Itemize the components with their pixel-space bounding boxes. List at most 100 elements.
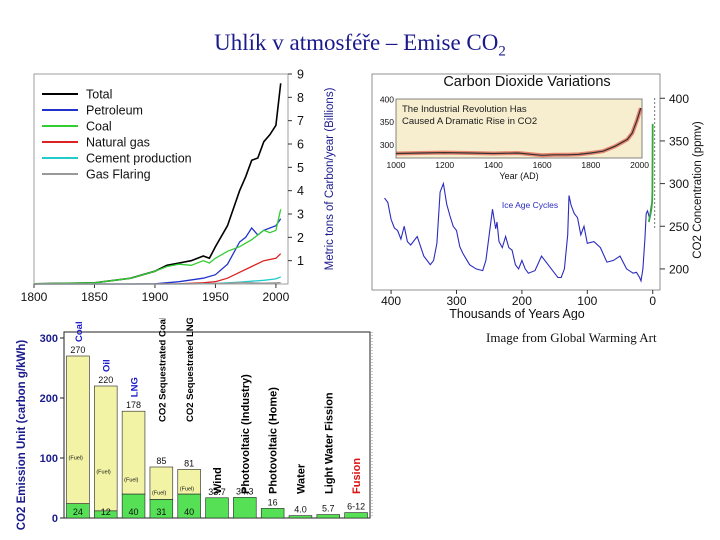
co2-inset-title-line: Caused A Dramatic Rise in CO2 bbox=[402, 116, 537, 127]
bar-category-label: Oil bbox=[102, 359, 113, 372]
slide-title: Uhlík v atmosféře – Emise CO2 bbox=[0, 30, 720, 61]
co2-x-tick-label: 200 bbox=[512, 294, 532, 308]
emissions-y-tick-label: 5 bbox=[297, 161, 304, 175]
emissions-x-tick-label: 1800 bbox=[21, 290, 48, 304]
bars-y-tick-label: 100 bbox=[40, 453, 58, 465]
bar-total-label: 33.7 bbox=[208, 487, 226, 497]
bars-y-tick-label: 200 bbox=[40, 393, 58, 405]
emissions-x-tick-label: 2000 bbox=[263, 290, 290, 304]
co2-inset-y-tick-label: 300 bbox=[380, 140, 394, 150]
bar-segment-label: 40 bbox=[129, 507, 139, 517]
co2-inset-x-tick-label: 1600 bbox=[533, 160, 552, 170]
bar-construction-segment bbox=[344, 512, 368, 519]
emissions-y-tick-label: 1 bbox=[297, 254, 304, 268]
emissions-y-tick-label: 2 bbox=[297, 231, 304, 245]
bars-y-tick-label: 300 bbox=[40, 333, 58, 345]
bar-fuel-segment bbox=[177, 469, 201, 495]
emissions-x-tick-label: 1900 bbox=[142, 290, 169, 304]
co2-inset-x-tick-label: 1800 bbox=[581, 160, 600, 170]
co2-inset-title: The Industrial Revolution Has Caused A Dr… bbox=[402, 104, 537, 127]
co2-inset-x-tick-label: 1000 bbox=[387, 160, 406, 170]
bar-category-label: LNG bbox=[130, 377, 141, 397]
bar-segment-label: 24 bbox=[73, 507, 83, 517]
bar-category-label: Coal bbox=[74, 321, 85, 342]
co2-inset-x-tick-label: 1400 bbox=[484, 160, 503, 170]
bar-total-label: 178 bbox=[126, 400, 141, 410]
co2-variations-chart: Carbon Dioxide Variations Ice Age Cycles… bbox=[371, 73, 704, 320]
image-credit: Image from Global Warming Art bbox=[486, 330, 657, 345]
co2-series-line bbox=[384, 181, 654, 283]
bar-total-label: 4.0 bbox=[294, 505, 307, 515]
co2-y-tick-label: 200 bbox=[669, 262, 689, 276]
emissions-legend-label: Coal bbox=[86, 120, 112, 134]
co2-x-tick-label: 400 bbox=[381, 294, 401, 308]
bar-category-label: CO2 Sequestrated Coal bbox=[157, 318, 168, 422]
emissions-x-tick-label: 1850 bbox=[81, 290, 108, 304]
co2-chart-title: Carbon Dioxide Variations bbox=[443, 74, 610, 90]
slide-title-subscript: 2 bbox=[498, 43, 506, 60]
bar-construction-segment bbox=[233, 497, 257, 519]
co2-inset-title-line: The Industrial Revolution Has bbox=[402, 104, 527, 115]
emissions-x-tick-label: 1950 bbox=[202, 290, 229, 304]
slide-title-text: Uhlík v atmosféře – Emise CO bbox=[214, 30, 499, 55]
co2-inset-x-tick-label: 1200 bbox=[435, 160, 454, 170]
emissions-y-tick-label: 7 bbox=[297, 114, 304, 128]
co2-inset-x-axis-label: Year (AD) bbox=[499, 171, 538, 181]
co2-inset-x-tick-label: 2000 bbox=[630, 160, 649, 170]
bar-fuel-label: (Fuel) bbox=[69, 455, 84, 461]
bar-fuel-segment bbox=[94, 385, 118, 512]
bar-total-label: 85 bbox=[156, 456, 166, 466]
bar-total-label: 81 bbox=[184, 458, 194, 468]
bar-fuel-segment bbox=[149, 466, 174, 500]
emissions-series-line bbox=[34, 218, 282, 285]
bar-segment-label: 40 bbox=[184, 507, 194, 517]
bar-fuel-label: (Fuel) bbox=[180, 486, 195, 492]
bar-fuel-label: (Fuel) bbox=[124, 478, 139, 484]
bar-total-label: 270 bbox=[70, 345, 85, 355]
bar-fuel-label: (Fuel) bbox=[96, 469, 111, 475]
emission-unit-bar-chart: 0 100 200 300 CO2 Emission Unit (carbon g/kW… bbox=[16, 318, 373, 530]
emissions-legend-label: Petroleum bbox=[86, 104, 143, 118]
emissions-y-tick-label: 4 bbox=[297, 184, 304, 198]
bar-segment-label: 31 bbox=[156, 507, 166, 517]
co2-x-tick-label: 300 bbox=[446, 294, 466, 308]
bar-fuel-label: (Fuel) bbox=[152, 491, 167, 497]
emissions-legend-label: Total bbox=[86, 88, 112, 102]
bar-category-label: Light Water Fission bbox=[323, 392, 335, 494]
emissions-series-line bbox=[34, 281, 281, 285]
co2-y-tick-label: 350 bbox=[669, 134, 689, 148]
emissions-y-tick-label: 3 bbox=[297, 208, 304, 222]
bar-category-label: Water bbox=[295, 463, 307, 494]
bar-segment-label: 12 bbox=[101, 507, 111, 517]
bar-fuel-segment bbox=[66, 355, 90, 504]
emissions-plot-area bbox=[33, 73, 289, 285]
co2-series-line bbox=[647, 123, 654, 223]
co2-inset-plot-area bbox=[395, 98, 643, 159]
bar-total-label: 5.7 bbox=[322, 504, 335, 514]
emissions-series-line bbox=[33, 209, 282, 285]
bar-construction-segment bbox=[205, 497, 229, 519]
co2-x-axis-label: Thousands of Years Ago bbox=[449, 307, 585, 320]
bar-fuel-segment bbox=[121, 410, 146, 495]
bars-y-axis-label: CO2 Emission Unit (carbon g/kWh) bbox=[16, 340, 28, 530]
co2-y-tick-label: 250 bbox=[669, 220, 689, 234]
bar-construction-segment bbox=[260, 508, 285, 519]
emissions-by-fuel-chart: 1800 1850 1900 1950 2000 1 2 3 4 5 6 7 8 9 Metric tons… bbox=[21, 68, 336, 304]
emissions-y-tick-label: 9 bbox=[297, 68, 304, 82]
emissions-y-tick-label: 8 bbox=[297, 91, 304, 105]
bar-total-label: 34.3 bbox=[236, 486, 254, 496]
bar-category-label: Photovoltaic (Industry) bbox=[240, 374, 252, 494]
bar-category-label: Fusion bbox=[351, 458, 363, 494]
bar-total-label: 6-12 bbox=[347, 502, 365, 512]
co2-inset-y-tick-label: 350 bbox=[380, 117, 394, 127]
co2-y-tick-label: 400 bbox=[669, 92, 689, 106]
co2-x-tick-label: 100 bbox=[577, 294, 597, 308]
co2-ice-age-annotation: Ice Age Cycles bbox=[502, 200, 558, 210]
bar-category-label: Photovoltaic (Home) bbox=[268, 387, 280, 494]
bars-y-tick-label: 0 bbox=[52, 513, 58, 525]
emissions-legend-label: Cement production bbox=[86, 152, 192, 166]
bar-total-label: 220 bbox=[98, 375, 113, 385]
emissions-legend-label: Gas Flaring bbox=[86, 168, 151, 182]
bar-category-label: CO2 Sequestrated LNG bbox=[185, 318, 196, 422]
bar-total-label: 16 bbox=[268, 497, 278, 507]
